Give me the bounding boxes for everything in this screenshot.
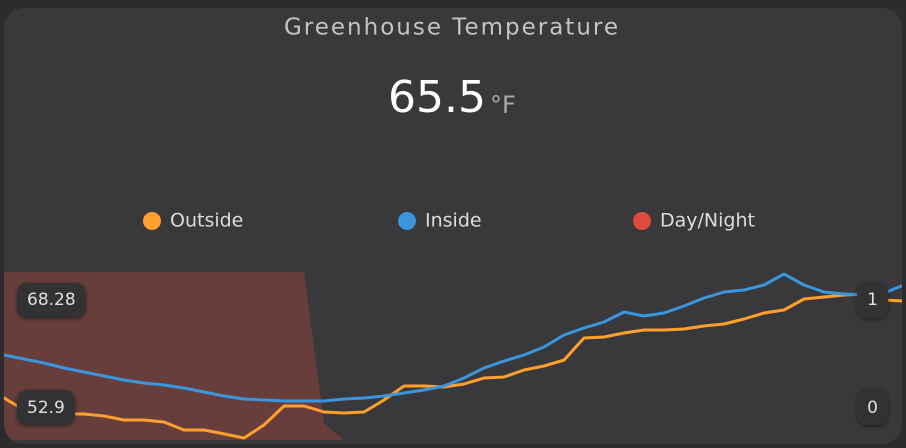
legend-dot	[398, 212, 416, 230]
overlay: 68.28 52.9 1 0	[17, 283, 888, 425]
axis-pill	[857, 283, 888, 318]
legend-label: Outside	[170, 210, 243, 232]
card-background	[4, 8, 902, 444]
axis-pill	[17, 283, 86, 318]
axis-label: 52.9	[27, 398, 65, 418]
axis-label: 0	[867, 398, 878, 418]
legend-dot	[143, 212, 161, 230]
line	[4, 292, 902, 440]
legend-label: Inside	[425, 210, 482, 232]
line	[4, 272, 902, 403]
axis-pill	[17, 390, 75, 425]
title: Greenhouse Temperature	[284, 15, 620, 41]
axis-label: 1	[867, 290, 878, 310]
plot	[4, 272, 902, 440]
unit: °F	[490, 91, 516, 119]
current-value: 65.5	[388, 72, 486, 123]
axis-pill	[857, 390, 888, 425]
legend-dot	[633, 212, 651, 230]
legend-label: Day/Night	[660, 210, 755, 232]
axis-label: 68.28	[27, 290, 76, 310]
